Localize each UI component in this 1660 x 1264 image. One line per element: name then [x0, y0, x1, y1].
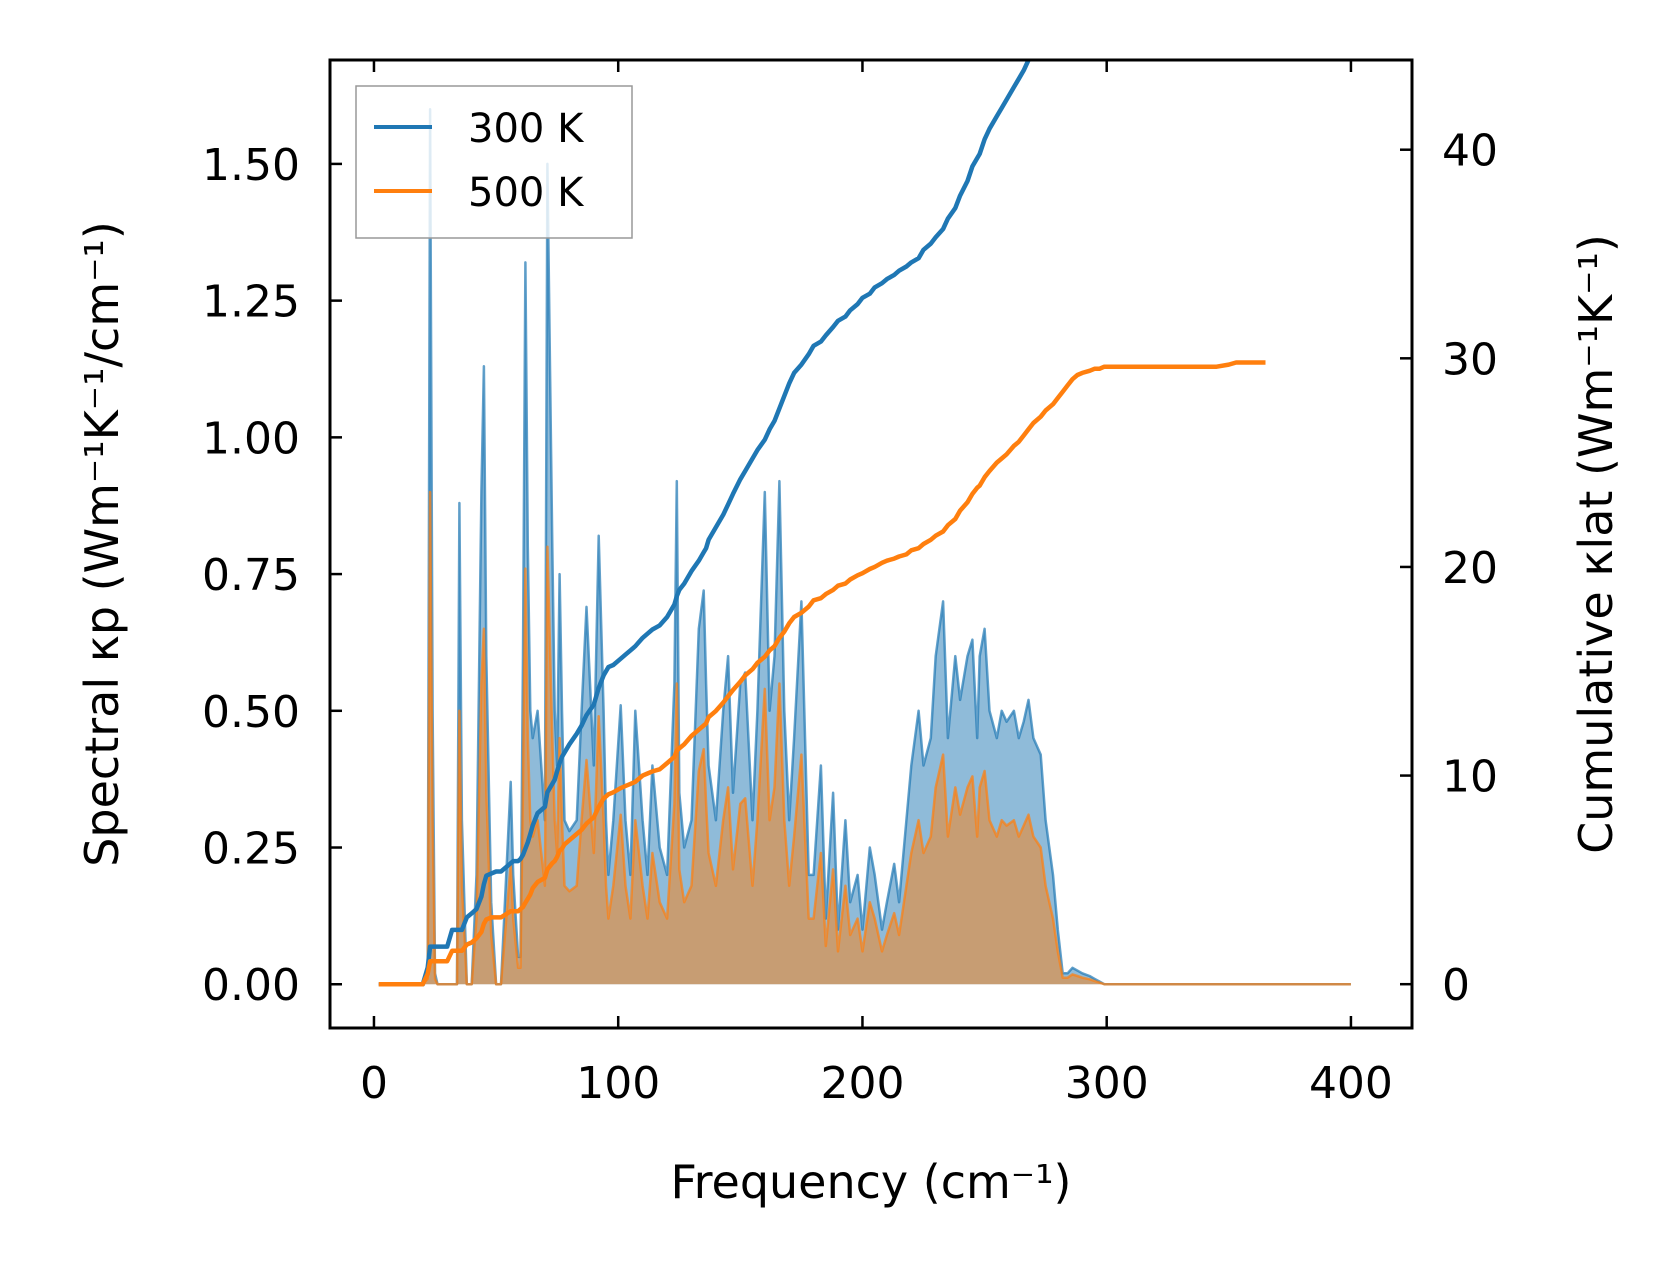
y-left-tick-label: 0.25 — [202, 824, 300, 875]
x-tick-label: 0 — [360, 1058, 388, 1109]
y-left-tick-label: 1.25 — [202, 277, 300, 328]
x-tick-label: 400 — [1309, 1058, 1393, 1109]
y-axis-right-label: Cumulative κlat (Wm⁻¹K⁻¹) — [1569, 234, 1623, 854]
plot-frame — [328, 58, 1414, 1030]
y-right-tick-label: 20 — [1442, 543, 1498, 594]
legend-label-300k: 300 K — [468, 106, 585, 152]
y-right-tick-label: 40 — [1442, 126, 1498, 177]
spectral-line-500k — [378, 490, 1351, 986]
x-tick-label: 100 — [576, 1058, 660, 1109]
x-axis-label: Frequency (cm⁻¹) — [671, 1155, 1072, 1209]
y-left-tick-label: 1.00 — [202, 413, 300, 464]
y-left-tick-label: 0.75 — [202, 550, 300, 601]
y-left-tick-label: 0.00 — [202, 960, 300, 1011]
y-left-tick-label: 0.50 — [202, 687, 300, 738]
spectral-area-layer — [378, 107, 1351, 986]
spectral-area-500k — [378, 492, 1351, 985]
y-right-tick-label: 10 — [1442, 752, 1498, 803]
y-right-tick-label: 0 — [1442, 960, 1470, 1011]
y-axis-left-label: Spectral κp (Wm⁻¹K⁻¹/cm⁻¹) — [75, 221, 129, 867]
legend-box — [355, 85, 633, 239]
legend: 300 K 500 K — [355, 85, 633, 239]
cumulative-line-500k — [378, 360, 1266, 987]
y-right-tick-label: 30 — [1442, 334, 1498, 385]
x-tick-label: 200 — [820, 1058, 904, 1109]
cumulative-line-300k — [378, 60, 1031, 987]
legend-label-500k: 500 K — [468, 170, 585, 216]
cumulative-line-layer — [378, 60, 1266, 987]
tick-layer: 0 100 200 300 4000.000.250.500.751.001.251.5… — [202, 60, 1498, 1109]
y-left-tick-label: 1.50 — [202, 140, 300, 191]
x-tick-label: 300 — [1065, 1058, 1149, 1109]
spectral-area-300k — [378, 109, 1351, 985]
spectral-line-300k — [378, 107, 1351, 986]
